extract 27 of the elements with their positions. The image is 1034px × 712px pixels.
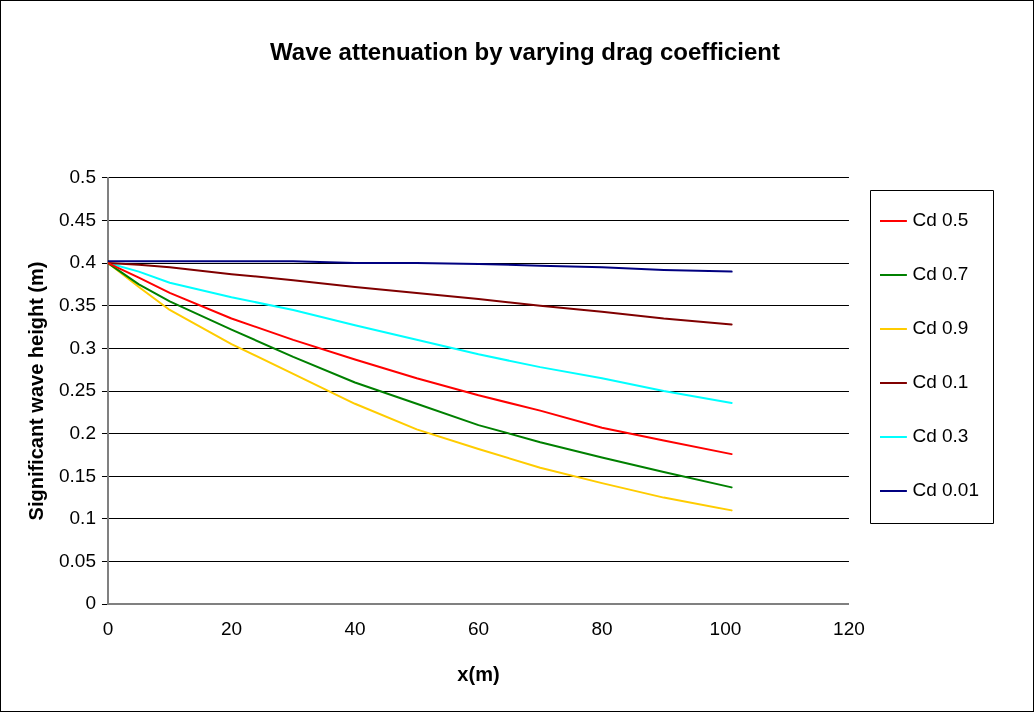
x-tick-label: 100 <box>709 617 742 639</box>
y-axis-title: Significant wave height (m) <box>24 261 47 521</box>
y-tick-label: 0.3 <box>69 336 96 358</box>
x-tick-label: 80 <box>591 617 613 639</box>
y-tick-label: 0.35 <box>59 293 96 315</box>
chart-title: Wave attenuation by varying drag coefficient <box>270 38 780 66</box>
y-tick-label: 0.25 <box>59 379 96 401</box>
y-tick-label: 0.15 <box>59 464 96 486</box>
y-tick-label: 0.05 <box>59 549 96 571</box>
legend-label: Cd 0.3 <box>912 425 969 447</box>
legend-label: Cd 0.5 <box>912 209 969 231</box>
x-tick-label: 0 <box>102 617 114 639</box>
y-tick-label: 0.5 <box>69 166 96 188</box>
legend-label: Cd 0.1 <box>912 371 969 393</box>
x-tick-label: 120 <box>833 617 865 639</box>
y-tick-label: 0.2 <box>69 421 96 443</box>
legend-label: Cd 0.9 <box>912 317 969 339</box>
y-tick-label: 0 <box>85 592 96 614</box>
y-tick-label: 0.45 <box>59 208 96 230</box>
y-tick-label: 0.4 <box>69 251 97 273</box>
x-tick-label: 40 <box>344 617 366 639</box>
x-tick-label: 20 <box>220 617 243 639</box>
legend-label: Cd 0.7 <box>912 263 969 285</box>
legend-label: Cd 0.01 <box>912 479 979 501</box>
x-tick-label: 60 <box>467 617 490 639</box>
x-axis-title: x(m) <box>457 662 500 685</box>
y-tick-label: 0.1 <box>69 507 96 529</box>
